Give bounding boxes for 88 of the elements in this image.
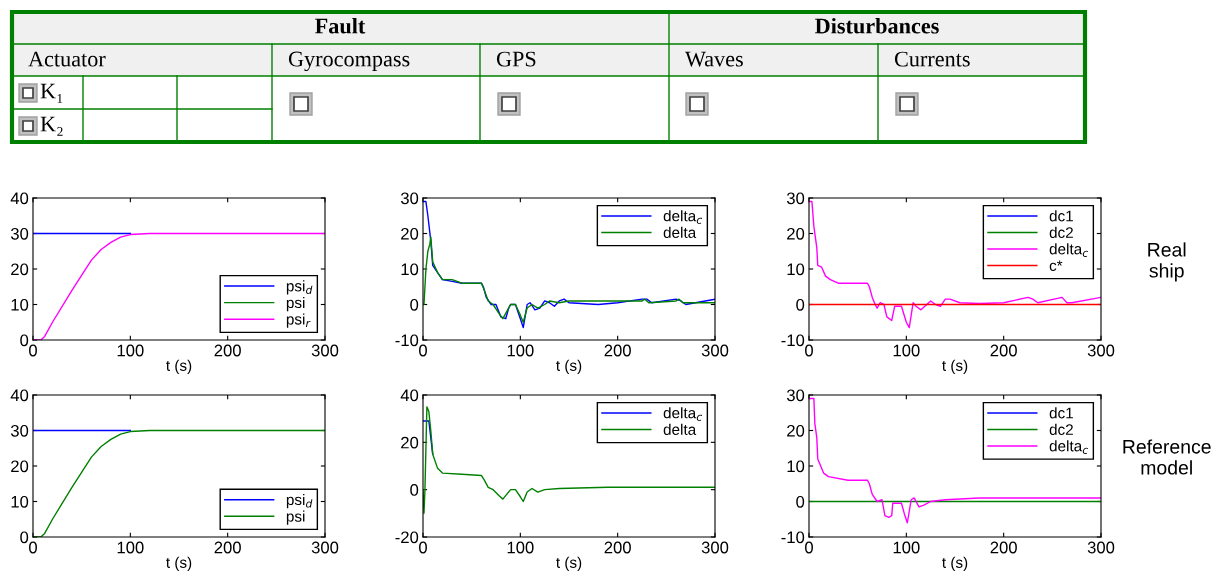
text: Actuator bbox=[28, 51, 106, 67]
x-tick-label: 0 bbox=[29, 344, 37, 357]
text: GPS bbox=[496, 51, 536, 67]
text: K₁ bbox=[40, 83, 63, 103]
y-tick-label: 20 bbox=[11, 263, 29, 276]
x-axis-title: t (s) bbox=[166, 556, 192, 571]
x-tick-label: 0 bbox=[419, 541, 427, 554]
legend-label: psi$_{d}$ bbox=[286, 493, 313, 509]
x-tick-label: 0 bbox=[805, 541, 813, 554]
y-tick-label: 30 bbox=[786, 192, 805, 205]
y-tick-label: 10 bbox=[11, 298, 29, 311]
y-tick-label: 30 bbox=[10, 227, 29, 240]
y-tick-label: 40 bbox=[400, 389, 419, 402]
x-tick-label: 300 bbox=[701, 541, 729, 554]
y-tick-label: 30 bbox=[400, 192, 419, 205]
y-tick-label: 40 bbox=[10, 192, 29, 205]
y-tick-label: -20 bbox=[395, 531, 419, 544]
y-tick-label: 0 bbox=[20, 531, 29, 544]
y-tick-label: 20 bbox=[787, 227, 805, 240]
legend-label: dc1 bbox=[1049, 407, 1073, 419]
legend-label: psi bbox=[286, 296, 305, 312]
text: Disturbances bbox=[815, 17, 939, 34]
y-tick-label: 0 bbox=[796, 298, 805, 311]
x-tick-label: 300 bbox=[311, 344, 339, 357]
x-axis-title: t (s) bbox=[556, 556, 582, 571]
legend-label: dc1 bbox=[1049, 210, 1073, 222]
x-tick-label: 200 bbox=[604, 344, 631, 357]
legend-label: psi$_{d}$ bbox=[286, 280, 313, 295]
y-tick-label: 0 bbox=[410, 484, 419, 496]
x-axis-title: t (s) bbox=[166, 359, 192, 374]
legend-label: delta$_{c}$ bbox=[1049, 440, 1089, 454]
legend-label: delta$_{c}$ bbox=[1049, 243, 1089, 257]
x-axis-title: t (s) bbox=[942, 359, 968, 374]
x-tick-label: 200 bbox=[990, 541, 1017, 554]
line-series bbox=[423, 406, 715, 515]
y-tick-label: 40 bbox=[10, 389, 29, 402]
y-tick-label: 30 bbox=[10, 424, 29, 437]
y-tick-label: 0 bbox=[20, 334, 29, 347]
legend-label: psi$_{r}$ bbox=[286, 313, 311, 328]
x-tick-label: 100 bbox=[507, 344, 534, 357]
y-tick-label: 10 bbox=[401, 263, 419, 276]
x-tick-label: 0 bbox=[805, 344, 813, 357]
legend-label: delta bbox=[663, 226, 697, 238]
x-axis-title: t (s) bbox=[942, 556, 968, 571]
x-axis-title: t (s) bbox=[556, 359, 582, 374]
x-tick-label: 100 bbox=[507, 541, 534, 554]
y-tick-label: 10 bbox=[787, 263, 805, 276]
x-tick-label: 100 bbox=[117, 541, 144, 554]
y-tick-label: 10 bbox=[787, 460, 805, 473]
y-tick-label: 20 bbox=[401, 436, 419, 449]
x-tick-label: 300 bbox=[1087, 541, 1115, 554]
legend-label: c* bbox=[1049, 260, 1063, 272]
legend-label: delta$_{c}$ bbox=[663, 210, 703, 224]
text: Real ship bbox=[1148, 242, 1186, 282]
x-tick-label: 0 bbox=[419, 344, 427, 357]
x-tick-label: 300 bbox=[701, 344, 729, 357]
y-tick-label: 10 bbox=[11, 495, 29, 508]
text: Fault bbox=[315, 17, 366, 34]
x-tick-label: 100 bbox=[893, 541, 920, 554]
text: Waves bbox=[685, 51, 743, 67]
legend-label: dc2 bbox=[1049, 226, 1073, 238]
x-tick-label: 200 bbox=[214, 541, 241, 554]
x-tick-label: 300 bbox=[311, 541, 339, 554]
y-tick-label: 0 bbox=[410, 298, 419, 311]
text: K₂ bbox=[40, 116, 63, 136]
legend-label: dc2 bbox=[1049, 423, 1073, 435]
x-tick-label: 100 bbox=[117, 344, 144, 357]
x-tick-label: 100 bbox=[893, 344, 920, 357]
y-tick-label: 0 bbox=[796, 495, 805, 508]
x-tick-label: 300 bbox=[1087, 344, 1115, 357]
y-tick-label: 20 bbox=[787, 424, 805, 437]
y-tick-label: 20 bbox=[401, 227, 419, 240]
y-tick-label: 30 bbox=[786, 389, 805, 402]
x-tick-label: 200 bbox=[990, 344, 1017, 357]
text: Reference model bbox=[1123, 439, 1211, 475]
text: Currents bbox=[894, 51, 970, 67]
x-tick-label: 0 bbox=[29, 541, 37, 554]
y-tick-label: -10 bbox=[395, 334, 419, 347]
y-tick-label: -10 bbox=[781, 531, 805, 544]
legend-label: delta bbox=[663, 423, 697, 435]
legend-label: delta$_{c}$ bbox=[663, 407, 703, 421]
x-tick-label: 200 bbox=[604, 541, 631, 554]
y-tick-label: -10 bbox=[781, 334, 805, 347]
x-tick-label: 200 bbox=[214, 344, 241, 357]
text: Gyrocompass bbox=[288, 51, 410, 72]
y-tick-label: 20 bbox=[11, 460, 29, 473]
line-series bbox=[423, 236, 715, 323]
legend-label: psi bbox=[286, 510, 305, 525]
